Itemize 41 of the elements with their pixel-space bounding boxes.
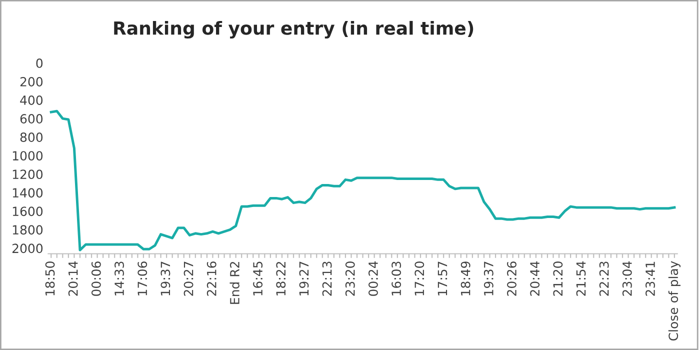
x-tick-label: 18:22: [276, 262, 286, 296]
y-tick-label: 1200: [12, 170, 43, 180]
y-tick-label: 800: [20, 132, 43, 142]
x-tick-label: 14:33: [114, 262, 124, 296]
x-tick-label: 21:54: [576, 261, 586, 296]
y-tick-label: 2000: [12, 244, 43, 254]
x-tick-label: 22:13: [322, 262, 332, 296]
x-tick-label: 17:06: [138, 261, 148, 296]
x-tick-label: 20:14: [68, 261, 78, 296]
x-tick-label: 17:57: [438, 262, 448, 296]
x-tick-label: 22:23: [599, 262, 609, 296]
x-tick-label: 21:20: [553, 262, 563, 296]
x-tick-label: 16:45: [253, 262, 263, 296]
y-tick-label: 1600: [12, 206, 43, 216]
x-tick-label: 19:37: [484, 262, 494, 296]
x-tick-label: 23:20: [345, 262, 355, 296]
x-tick-label: 19:37: [160, 262, 170, 296]
x-tick-label: 18:49: [460, 262, 470, 296]
x-tick-label: 23:04: [622, 261, 632, 296]
x-tick-label: 17:20: [414, 262, 424, 296]
y-tick-label: 600: [20, 114, 43, 124]
x-tick-label: 23:41: [646, 262, 655, 296]
y-tick-label: 1000: [12, 151, 43, 161]
x-tick-label: Close of play: [668, 261, 680, 341]
x-tick-label: 00:06: [91, 261, 101, 296]
y-tick-label: 1400: [12, 188, 43, 198]
x-tick-label: 22:16: [206, 261, 216, 296]
line-series: [50, 110, 676, 252]
x-tick-label: 20:44: [530, 261, 540, 296]
y-tick-label: 0: [36, 58, 43, 68]
x-tick-label: 16:03: [392, 262, 402, 296]
x-tick-label: End R2: [230, 262, 240, 304]
y-tick-label: 400: [20, 96, 43, 105]
x-tick-label: 00:24: [368, 261, 378, 296]
x-tick-label: 18:50: [45, 262, 55, 296]
y-tick-label: 200: [20, 76, 43, 86]
x-tick-label: 20:26: [507, 261, 516, 296]
chart-title: Ranking of your entry (in real time): [114, 20, 474, 39]
x-tick-label: 20:27: [184, 262, 194, 296]
x-tick-label: 19:27: [299, 262, 309, 296]
y-tick-label: 1800: [12, 225, 43, 235]
